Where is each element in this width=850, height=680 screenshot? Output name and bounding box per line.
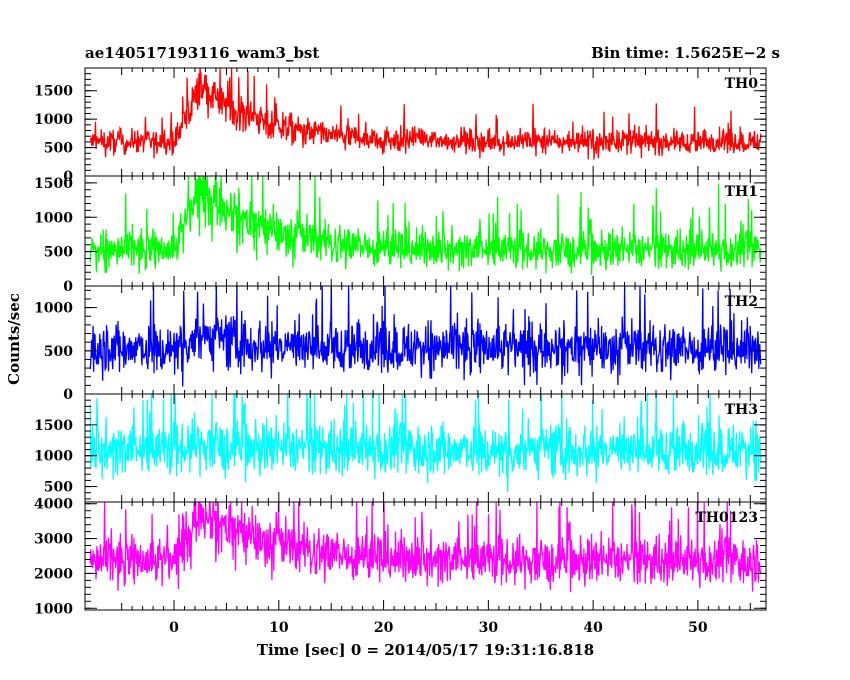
y-tick-label: 1000 xyxy=(34,112,73,128)
y-tick-label: 500 xyxy=(44,245,73,261)
y-tick-label: 1500 xyxy=(34,418,73,434)
y-tick-label: 500 xyxy=(44,141,73,157)
y-tick-label: 3000 xyxy=(34,532,73,548)
y-tick-label: 1000 xyxy=(34,210,73,226)
y-tick-label: 1000 xyxy=(34,449,73,465)
y-axis-label: Counts/sec xyxy=(5,293,23,385)
y-tick-label: 0 xyxy=(63,279,73,295)
panel-frame-th1 xyxy=(84,175,767,287)
y-tick-label: 4000 xyxy=(34,497,73,513)
panel-label-th0123: TH0123 xyxy=(695,510,758,526)
x-tick-label: 20 xyxy=(374,620,394,636)
y-tick-label: 0 xyxy=(63,169,73,185)
x-tick-label: 10 xyxy=(269,620,289,636)
bin-time-label: Bin time: 1.5625E−2 s xyxy=(591,44,780,62)
y-tick-label: 500 xyxy=(44,480,73,496)
x-axis-label: Time [sec] 0 = 2014/05/17 19:31:16.818 xyxy=(257,641,594,659)
y-tick-label: 1000 xyxy=(34,601,73,617)
y-tick-label: 500 xyxy=(44,344,73,360)
panel-label-th1: TH1 xyxy=(725,184,758,200)
series-th3 xyxy=(89,393,762,493)
chart-title: ae140517193116_wam3_bst xyxy=(85,44,320,62)
panel-label-th2: TH2 xyxy=(725,294,758,310)
y-tick-label: 0 xyxy=(63,387,73,403)
x-tick-label: 0 xyxy=(169,620,179,636)
series-th1 xyxy=(89,175,762,276)
series-th0 xyxy=(89,67,762,160)
panel-label-th3: TH3 xyxy=(725,402,758,418)
y-tick-label: 1000 xyxy=(34,301,73,317)
y-tick-label: 1500 xyxy=(34,176,73,192)
series-th2 xyxy=(89,285,762,387)
series-th0123 xyxy=(89,501,762,593)
x-tick-label: 30 xyxy=(479,620,499,636)
x-tick-label: 50 xyxy=(688,620,708,636)
y-tick-label: 1500 xyxy=(34,84,73,100)
y-tick-label: 2000 xyxy=(34,566,73,582)
x-tick-label: 40 xyxy=(583,620,603,636)
panel-label-th0: TH0 xyxy=(725,76,759,92)
